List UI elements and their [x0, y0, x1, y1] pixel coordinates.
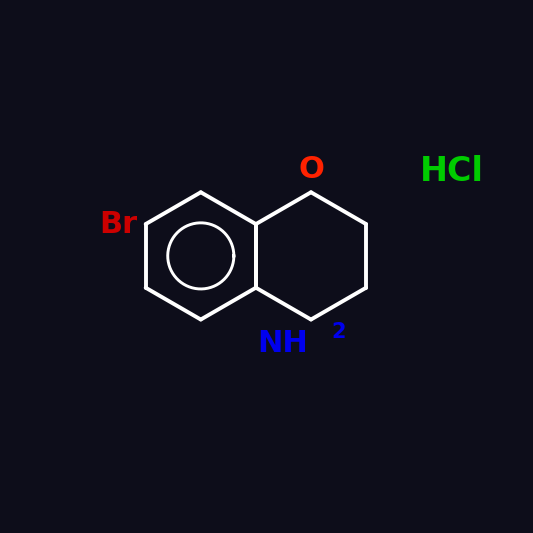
- Text: HCl: HCl: [420, 155, 484, 188]
- Text: 2: 2: [331, 322, 345, 342]
- Text: NH: NH: [257, 329, 309, 358]
- Text: Br: Br: [100, 209, 138, 239]
- Text: O: O: [298, 155, 324, 184]
